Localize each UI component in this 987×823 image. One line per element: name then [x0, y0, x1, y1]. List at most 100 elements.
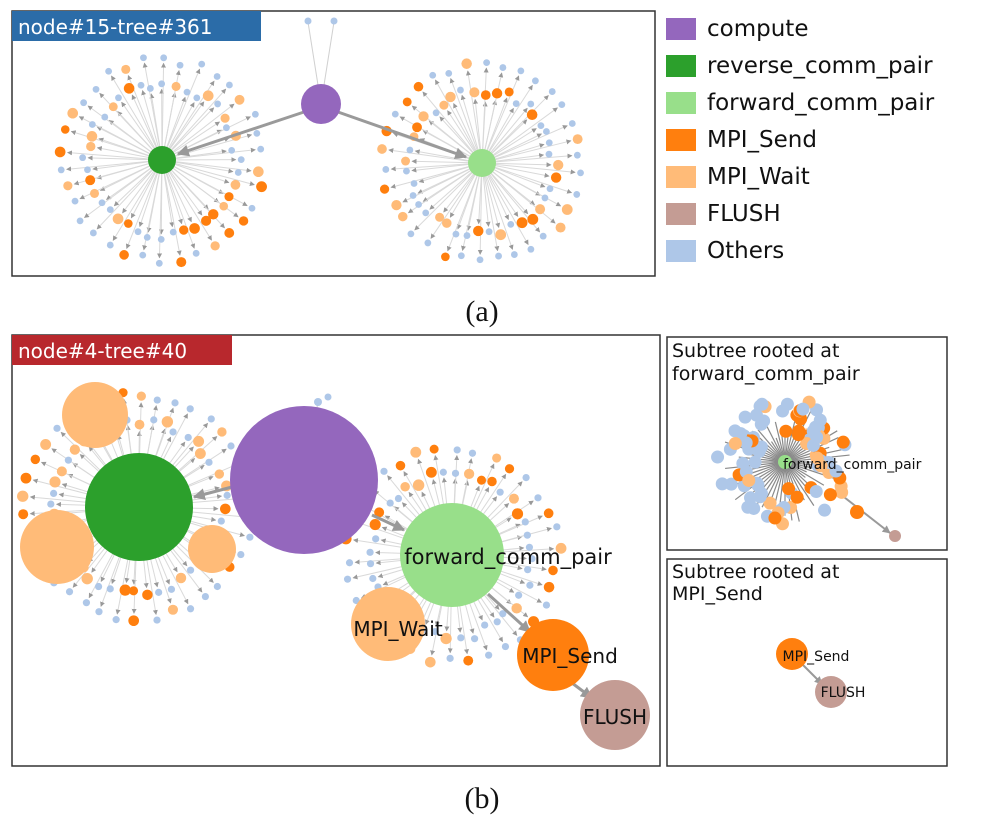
leaf-node — [526, 581, 534, 589]
leaf-node — [753, 490, 767, 504]
leaf-node — [451, 469, 460, 477]
leaf-node — [224, 228, 235, 238]
leaf-edge — [112, 159, 163, 241]
leaf-node — [424, 239, 432, 247]
node-mpi-wait — [62, 382, 128, 448]
leaf-node — [137, 81, 145, 89]
leaf-node — [92, 85, 100, 93]
leaf-node — [441, 252, 450, 262]
leaf-node — [457, 86, 464, 94]
leaf-edge — [784, 417, 797, 463]
subtree-forward-graph — [711, 395, 901, 542]
leaf-node — [553, 159, 564, 171]
node-reverse-comm-pair — [85, 453, 193, 561]
leaf-node — [380, 467, 388, 475]
leaf-node — [128, 615, 140, 627]
leaf-node — [108, 102, 118, 112]
leaf-edge — [422, 91, 483, 164]
leaf-edge — [481, 107, 558, 164]
leaf-node — [791, 428, 805, 442]
edge-compute-forward — [337, 110, 468, 160]
subtree-send-title-line2: MPI_Send — [672, 583, 763, 605]
leaf-node — [201, 215, 212, 226]
leaf-node — [542, 601, 551, 609]
leaf-edge — [161, 159, 196, 249]
leaf-node — [374, 507, 385, 518]
leaf-node — [516, 217, 528, 229]
leaf-edge — [161, 68, 201, 161]
leaf-node — [412, 122, 422, 133]
leaf-node — [227, 442, 235, 450]
legend-swatch-compute — [666, 18, 696, 40]
leaf-node — [407, 230, 415, 238]
leaf-node — [550, 172, 562, 183]
subtree-send-graph — [776, 638, 847, 708]
leaf-edge — [773, 461, 786, 508]
leaf-node — [495, 252, 502, 260]
leaf-node — [253, 166, 264, 178]
leaf-edge — [388, 148, 483, 164]
leaf-node — [395, 460, 406, 471]
leaf-edge — [784, 461, 815, 506]
leaf-node — [189, 223, 200, 234]
leaf-node — [220, 113, 230, 123]
leaf-node — [453, 446, 461, 454]
subtree-send-title-line1: Subtree rooted at — [672, 561, 839, 583]
panel-b-graph — [17, 382, 650, 750]
leaf-edge — [161, 147, 256, 161]
leaf-node — [67, 107, 79, 119]
legend-label-others: Others — [707, 238, 784, 264]
leaf-node — [139, 251, 147, 259]
leaf-node — [441, 218, 452, 228]
leaf-edge — [161, 159, 252, 173]
leaf-node — [573, 151, 581, 159]
leaf-node — [476, 256, 484, 264]
leaf-node — [248, 204, 256, 212]
leaf-node — [214, 100, 222, 108]
leaf-node — [748, 455, 762, 469]
leaf-node — [176, 257, 187, 268]
leaf-node — [134, 419, 145, 430]
leaf-node — [391, 110, 399, 118]
node-mpi-send — [517, 619, 589, 691]
leaf-node — [835, 485, 849, 499]
leaf-edge — [125, 159, 163, 250]
leaf-node — [112, 213, 124, 225]
leaf-node — [330, 17, 338, 25]
leaf-node — [223, 491, 231, 499]
panel-b-tag-bg — [12, 335, 232, 365]
leaf-edge — [66, 150, 163, 161]
leaf-node — [193, 94, 201, 102]
leaf-edge — [481, 125, 568, 164]
leaf-node — [246, 533, 254, 541]
leaf-edge — [161, 88, 227, 161]
leaf-node — [115, 94, 122, 102]
leaf-edge — [784, 461, 825, 486]
leaf-node — [386, 499, 394, 507]
node-flush — [889, 530, 901, 542]
leaf-node — [65, 588, 74, 596]
leaf-node — [106, 206, 114, 214]
leaf-node — [158, 80, 166, 88]
leaf-node — [253, 129, 261, 137]
leaf-node — [49, 476, 61, 488]
leaf-node — [226, 81, 233, 89]
leaf-node — [80, 99, 88, 107]
leaf-node — [555, 222, 566, 233]
leaf-node — [541, 194, 549, 202]
panel-b-tag: node#4-tree#40 — [18, 339, 187, 363]
leaf-node — [457, 252, 465, 260]
leaf-edge — [477, 162, 483, 255]
leaf-node — [524, 566, 532, 574]
leaf-edge — [84, 159, 163, 219]
subtree-send-frame — [666, 558, 948, 767]
leaf-node — [463, 232, 471, 239]
leaf-node — [531, 77, 539, 85]
leaf-node — [754, 440, 768, 454]
leaf-node — [20, 472, 32, 484]
node-mpi-wait — [351, 587, 425, 661]
subtree-forward-title-line2: forward_comm_pair — [672, 363, 860, 385]
leaf-edge — [481, 139, 572, 164]
leaf-node — [112, 616, 120, 624]
leaf-edge — [481, 162, 573, 194]
